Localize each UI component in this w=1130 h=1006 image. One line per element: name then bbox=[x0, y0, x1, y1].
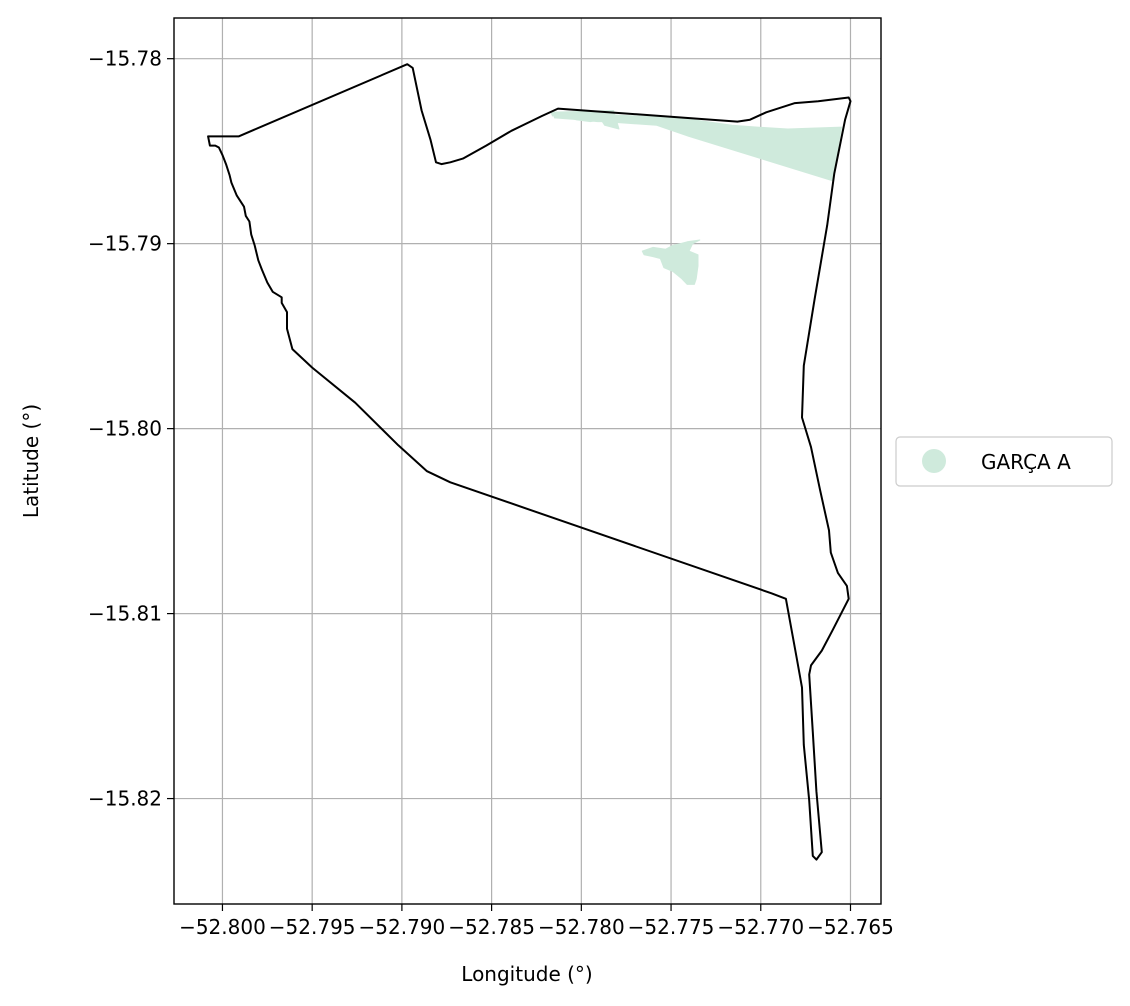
y-tick-label: −15.78 bbox=[88, 47, 162, 71]
x-tick-label: −52.775 bbox=[628, 915, 715, 939]
x-tick-label: −52.765 bbox=[807, 915, 894, 939]
y-tick-label: −15.82 bbox=[88, 787, 162, 811]
area-fills bbox=[550, 110, 842, 285]
y-tick-label: −15.79 bbox=[88, 232, 162, 256]
y-tick-label: −15.80 bbox=[88, 417, 162, 441]
gridlines bbox=[174, 18, 881, 904]
legend-box bbox=[895, 436, 1113, 487]
x-tick-label: −52.785 bbox=[448, 915, 535, 939]
area-fill-polygon bbox=[550, 110, 620, 130]
plot-frame bbox=[173, 17, 882, 905]
legend: GARÇA A bbox=[895, 436, 1113, 487]
x-axis-label: Longitude (°) bbox=[461, 962, 592, 986]
x-tick-label: −52.795 bbox=[269, 915, 356, 939]
legend-label: GARÇA A bbox=[981, 450, 1071, 474]
x-tick-label: −52.770 bbox=[717, 915, 804, 939]
boundary-outline bbox=[207, 63, 852, 861]
x-tick-label: −52.800 bbox=[179, 915, 266, 939]
area-fill-polygon bbox=[553, 111, 842, 182]
boundary-polygon bbox=[207, 63, 852, 861]
y-axis-ticks: −15.78 −15.79 −15.80 −15.81 −15.82 bbox=[88, 47, 174, 811]
x-tick-label: −52.790 bbox=[359, 915, 446, 939]
area-fill-polygon bbox=[641, 239, 701, 285]
x-axis-ticks: −52.800 −52.795 −52.790 −52.785 −52.780 −52.7… bbox=[179, 904, 894, 939]
x-tick-label: −52.780 bbox=[538, 915, 625, 939]
y-tick-label: −15.81 bbox=[88, 602, 162, 626]
y-axis-label: Latitude (°) bbox=[19, 404, 43, 518]
legend-marker bbox=[922, 449, 946, 473]
